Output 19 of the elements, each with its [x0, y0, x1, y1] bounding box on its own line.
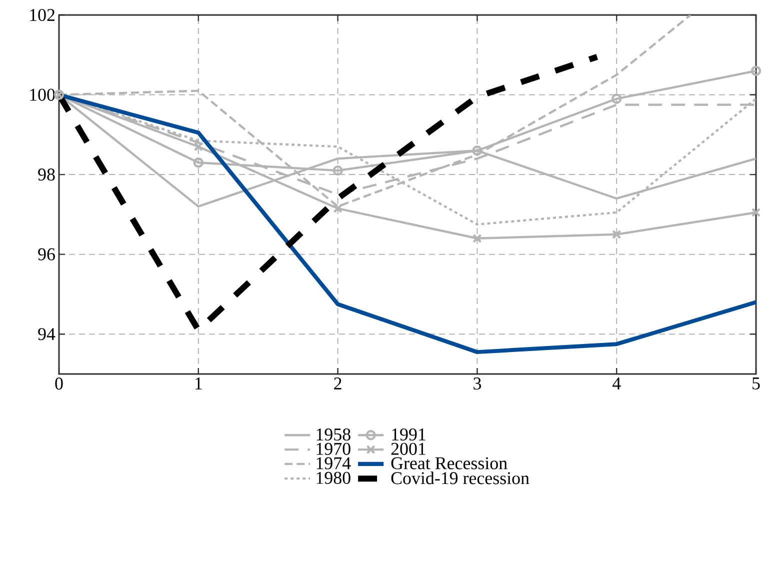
y-tick-label: 94 — [38, 328, 56, 340]
y-tick-label: 100 — [30, 88, 55, 101]
x-tick-label: 0 — [55, 378, 63, 390]
x-tick-label: 1 — [195, 378, 202, 390]
x-tick-label: 3 — [474, 378, 481, 390]
legend-label: 2001 — [391, 442, 426, 455]
y-tick-label: 98 — [38, 168, 55, 181]
legend-label: 1958 — [316, 428, 350, 441]
y-tick-label: 102 — [30, 8, 54, 22]
legend-label: 1970 — [316, 442, 350, 455]
legend-label: 1991 — [392, 428, 426, 441]
legend-label: 1980 — [316, 472, 350, 484]
x-tick-label: 4 — [612, 378, 621, 390]
x-tick-label: 5 — [752, 378, 760, 390]
y-tick-label: 96 — [38, 248, 55, 260]
legend-label: Great Recession — [391, 457, 508, 470]
legend-label: 1974 — [316, 457, 351, 470]
x-tick-label: 2 — [334, 378, 342, 390]
legend-label: Covid-19 recession — [391, 472, 530, 484]
